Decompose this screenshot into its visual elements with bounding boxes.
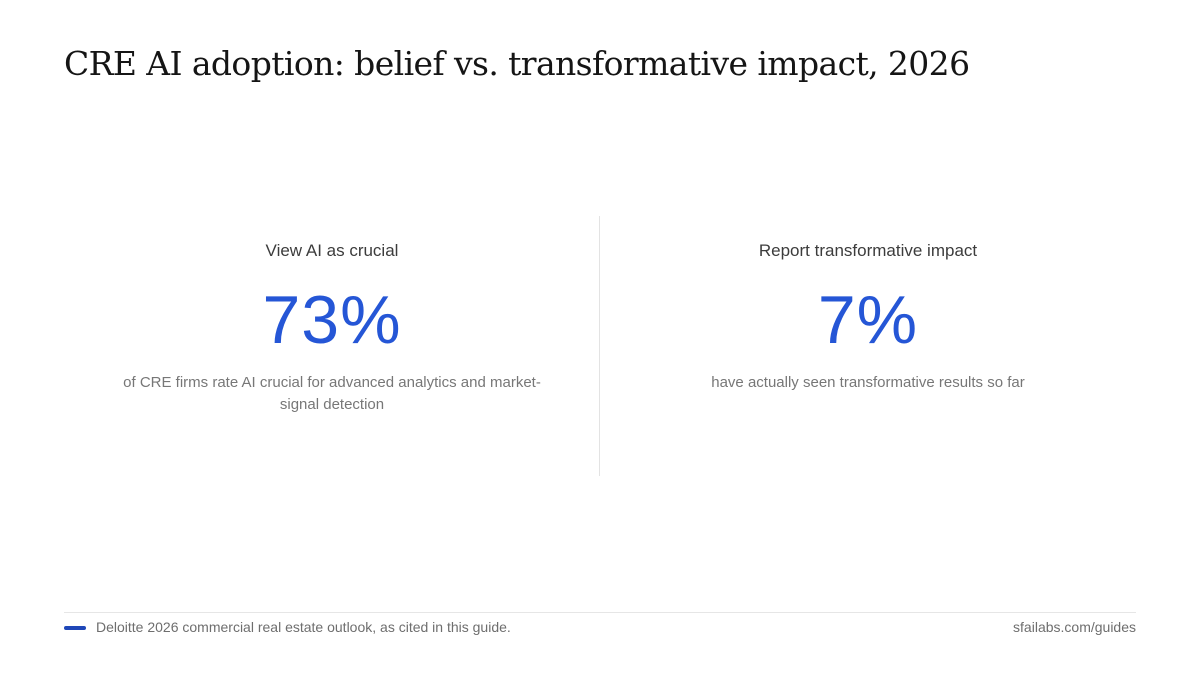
source-accent-mark [64, 626, 86, 630]
stat-transformative: Report transformative impact 7% have act… [600, 216, 1136, 476]
stat-comparison: View AI as crucial 73% of CRE firms rate… [64, 216, 1136, 476]
footer-divider [64, 612, 1136, 613]
stat-value: 73% [262, 282, 402, 358]
stat-crucial: View AI as crucial 73% of CRE firms rate… [64, 216, 600, 476]
stat-label: View AI as crucial [265, 241, 399, 260]
stat-divider [599, 216, 600, 476]
chart-title: CRE AI adoption: belief vs. transformati… [64, 44, 970, 83]
source-note: Deloitte 2026 commercial real estate out… [96, 619, 511, 635]
stat-description: of CRE firms rate AI crucial for advance… [123, 374, 541, 413]
site-url: sfailabs.com/guides [1013, 619, 1136, 635]
stat-label: Report transformative impact [758, 241, 978, 260]
stat-value: 7% [817, 282, 919, 358]
stat-description: have actually seen transformative result… [711, 374, 1025, 391]
